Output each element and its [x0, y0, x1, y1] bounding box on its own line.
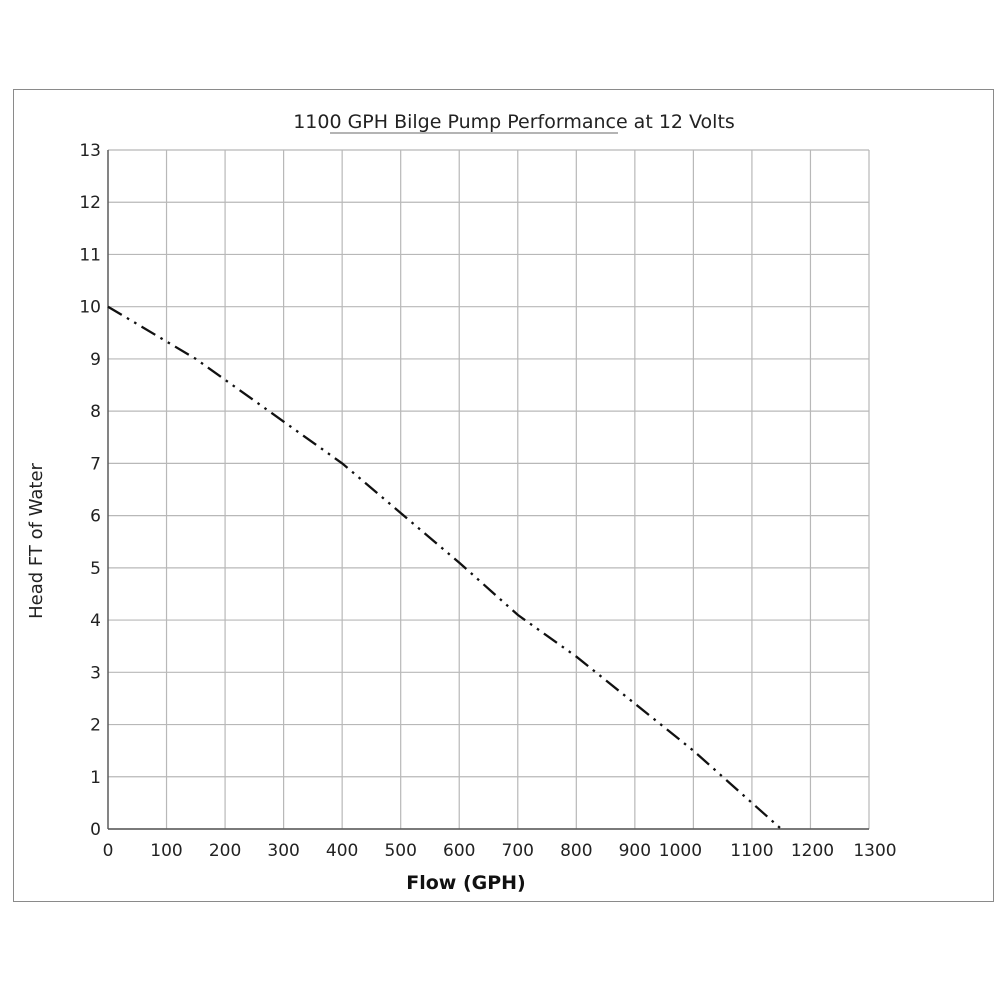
y-tick-label: 10: [79, 298, 101, 318]
x-tick-label: 400: [326, 841, 358, 861]
y-tick-label: 3: [90, 663, 101, 683]
y-axis-label: Head FT of Water: [26, 462, 47, 618]
x-tick-label: 1000: [659, 841, 702, 861]
axes: [107, 150, 869, 830]
y-tick-label: 11: [79, 245, 101, 265]
x-tick-label: 0: [103, 841, 114, 861]
y-tick-label: 7: [90, 454, 101, 474]
x-tick-label: 800: [560, 841, 592, 861]
x-axis-label: Flow (GPH): [406, 872, 526, 894]
x-tick-label: 900: [619, 841, 651, 861]
x-tick-label: 500: [384, 841, 416, 861]
y-tick-label: 5: [90, 559, 101, 579]
y-tick-label: 8: [90, 402, 101, 422]
x-tick-label: 1200: [791, 841, 834, 861]
x-tick-label: 200: [209, 841, 241, 861]
x-tick-label: 1100: [730, 841, 773, 861]
y-tick-label: 6: [90, 507, 101, 527]
chart-frame: [13, 89, 994, 902]
y-tick-label: 2: [90, 716, 101, 736]
x-tick-label: 1300: [853, 841, 896, 861]
series-layer: [107, 305, 782, 830]
y-tick-label: 9: [90, 350, 101, 370]
x-tick-label: 300: [267, 841, 299, 861]
grid: [107, 149, 870, 830]
y-tick-label: 0: [90, 820, 101, 840]
pump-curve-line: [107, 305, 782, 830]
y-tick-label: 4: [90, 611, 101, 631]
y-tick-label: 1: [90, 768, 101, 788]
x-tick-label: 700: [502, 841, 534, 861]
tick-labels: 0 100 200 300 400 500 600 700 800 900 1000 1100 1200…: [79, 141, 896, 861]
y-tick-label: 13: [79, 141, 101, 161]
x-tick-label: 600: [443, 841, 475, 861]
chart-title: 1100 GPH Bilge Pump Performance at 12 Vo…: [293, 111, 735, 133]
x-tick-label: 100: [150, 841, 182, 861]
y-tick-label: 12: [79, 193, 101, 213]
